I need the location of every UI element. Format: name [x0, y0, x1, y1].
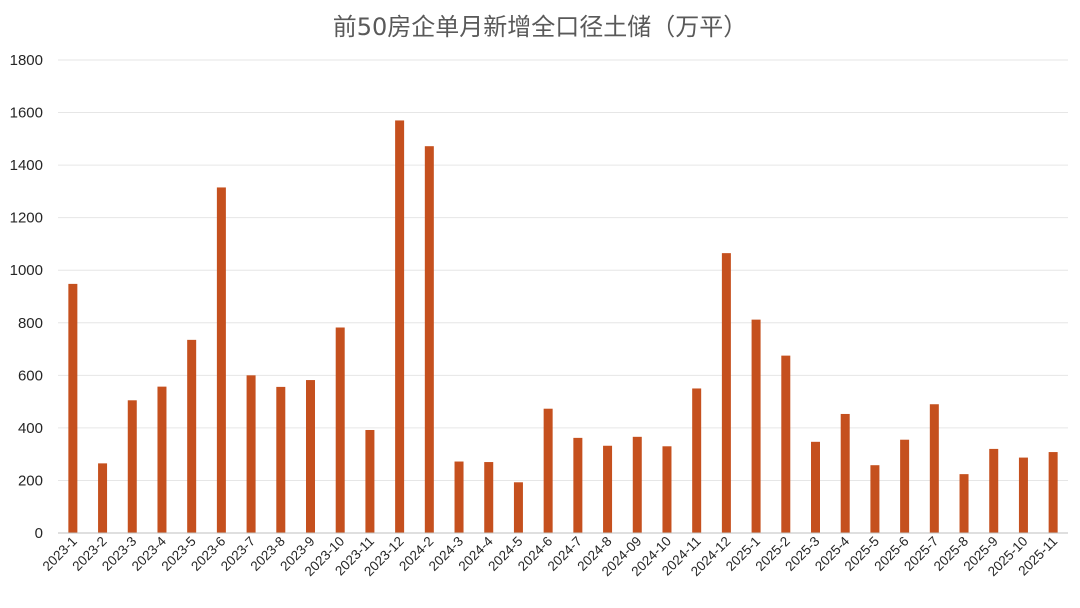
bar — [900, 439, 910, 533]
bar — [513, 482, 523, 533]
bar — [365, 429, 375, 533]
y-tick-label: 200 — [18, 472, 43, 489]
bar — [840, 413, 850, 533]
bar — [632, 436, 642, 533]
bar — [157, 386, 167, 533]
bar — [811, 441, 820, 533]
bar — [246, 375, 256, 533]
y-tick-label: 1600 — [10, 105, 43, 122]
y-tick-label: 1000 — [10, 262, 43, 279]
bar — [276, 386, 286, 533]
y-tick-label: 400 — [18, 420, 43, 437]
bar — [870, 465, 880, 533]
y-tick-label: 1400 — [10, 157, 43, 174]
chart-title: 前50房企单月新增全口径土储（万平） — [333, 13, 748, 41]
bar — [395, 120, 405, 533]
bar — [721, 253, 731, 533]
bar — [989, 448, 999, 533]
bar — [662, 446, 672, 533]
bar — [335, 327, 345, 533]
bar — [692, 388, 702, 533]
bar — [603, 445, 613, 533]
y-tick-label: 1200 — [10, 210, 43, 227]
y-tick-label: 0 — [35, 525, 43, 542]
bar — [573, 437, 583, 533]
bar — [959, 474, 969, 533]
y-tick-label: 1800 — [10, 52, 43, 69]
bar — [187, 339, 197, 533]
bar — [98, 463, 108, 533]
bar — [751, 319, 761, 533]
x-axis: 2023-12023-22023-32023-42023-52023-62023… — [40, 533, 1061, 579]
bar — [781, 355, 791, 533]
gridlines — [58, 59, 1068, 481]
bar — [68, 283, 78, 533]
bar — [484, 462, 494, 533]
bar — [1048, 452, 1058, 533]
bars — [68, 120, 1058, 534]
y-tick-label: 600 — [18, 367, 43, 384]
bar — [424, 146, 434, 534]
bar — [1018, 457, 1028, 533]
bar — [127, 400, 137, 533]
bar — [306, 380, 315, 533]
bar — [929, 404, 939, 533]
bar — [543, 408, 553, 533]
bar — [216, 187, 226, 534]
bar — [454, 461, 464, 533]
y-tick-label: 800 — [18, 315, 43, 332]
y-axis: 0 200 400 600 800 1000 1200 1400 1600 1800 — [10, 52, 43, 542]
